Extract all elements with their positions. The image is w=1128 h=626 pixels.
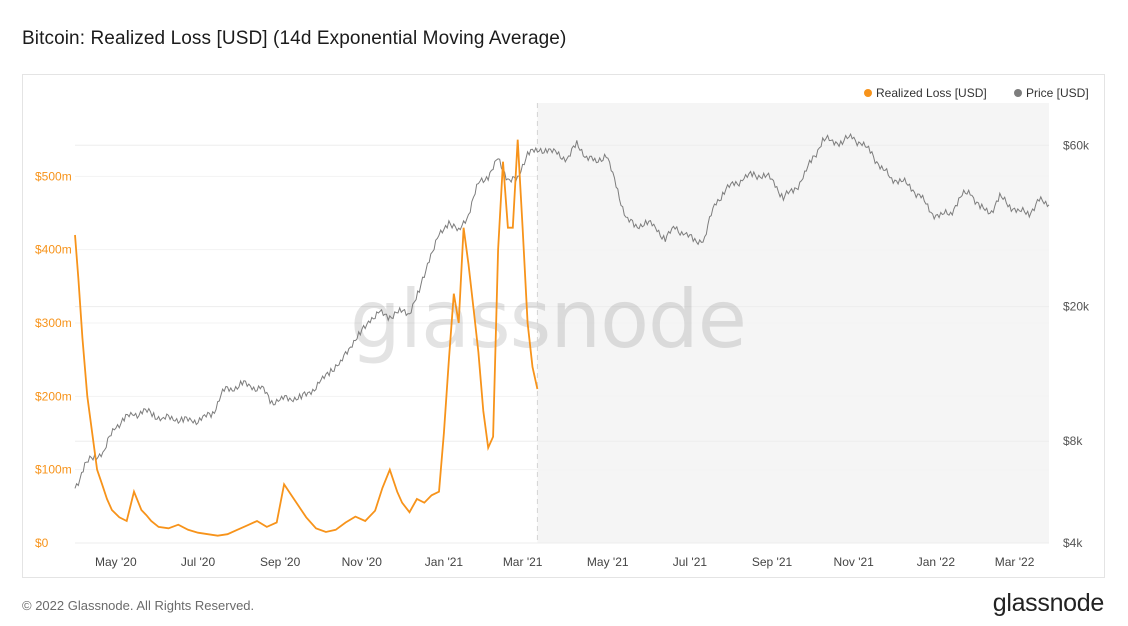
x-tick-label: Nov '21	[834, 555, 875, 569]
y-left-tick-label: $300m	[35, 316, 72, 330]
y-right-tick-label: $8k	[1063, 434, 1083, 448]
chart-title: Bitcoin: Realized Loss [USD] (14d Expone…	[22, 28, 567, 49]
legend-dot-price-icon	[1014, 89, 1022, 97]
price-series-line	[74, 132, 1050, 489]
watermark-text: glassnode	[350, 273, 746, 366]
chart-frame: glassnode $0 $100m $200m $300m $400m $500m $4…	[22, 74, 1105, 578]
x-tick-label: Sep '21	[752, 555, 793, 569]
x-tick-label: Jul '21	[673, 555, 708, 569]
legend-item-price[interactable]: Price [USD]	[1014, 86, 1089, 100]
y-right-tick-label: $60k	[1063, 138, 1090, 152]
x-tick-label: Nov '20	[342, 555, 383, 569]
gridlines	[75, 144, 1049, 544]
x-tick-label: Jul '20	[181, 555, 216, 569]
realized-loss-series-line	[74, 139, 539, 537]
y-left-tick-label: $200m	[35, 389, 72, 403]
y-left-tick-label: $0	[35, 536, 49, 550]
x-tick-label: May '21	[587, 555, 629, 569]
copyright-text: © 2022 Glassnode. All Rights Reserved.	[22, 598, 255, 613]
legend-dot-loss-icon	[864, 89, 872, 97]
y-left-axis: $0 $100m $200m $300m $400m $500m	[35, 169, 72, 550]
x-axis: May '20 Jul '20 Sep '20 Nov '20 Jan '21 Mar '…	[95, 555, 1035, 569]
legend-label-price: Price [USD]	[1026, 86, 1089, 100]
x-tick-label: May '20	[95, 555, 137, 569]
x-tick-label: Jan '21	[425, 555, 464, 569]
y-left-tick-label: $400m	[35, 243, 72, 257]
y-right-tick-label: $4k	[1063, 536, 1083, 550]
y-left-tick-label: $500m	[35, 169, 72, 183]
chart-legend: Realized Loss [USD] Price [USD]	[864, 86, 1089, 100]
x-tick-label: Jan '22	[917, 555, 956, 569]
y-right-axis: $4k $8k $20k $60k	[1063, 138, 1090, 550]
chart-svg[interactable]: glassnode $0 $100m $200m $300m $400m $500m $4…	[23, 75, 1106, 579]
glassnode-logo[interactable]: glassnode	[992, 589, 1105, 617]
x-tick-label: Mar '21	[503, 555, 543, 569]
y-right-tick-label: $20k	[1063, 300, 1090, 314]
x-tick-label: Mar '22	[995, 555, 1035, 569]
x-tick-label: Sep '20	[260, 555, 301, 569]
legend-item-realized-loss[interactable]: Realized Loss [USD]	[864, 86, 987, 100]
y-left-tick-label: $100m	[35, 463, 72, 477]
legend-label-realized-loss: Realized Loss [USD]	[876, 86, 987, 100]
